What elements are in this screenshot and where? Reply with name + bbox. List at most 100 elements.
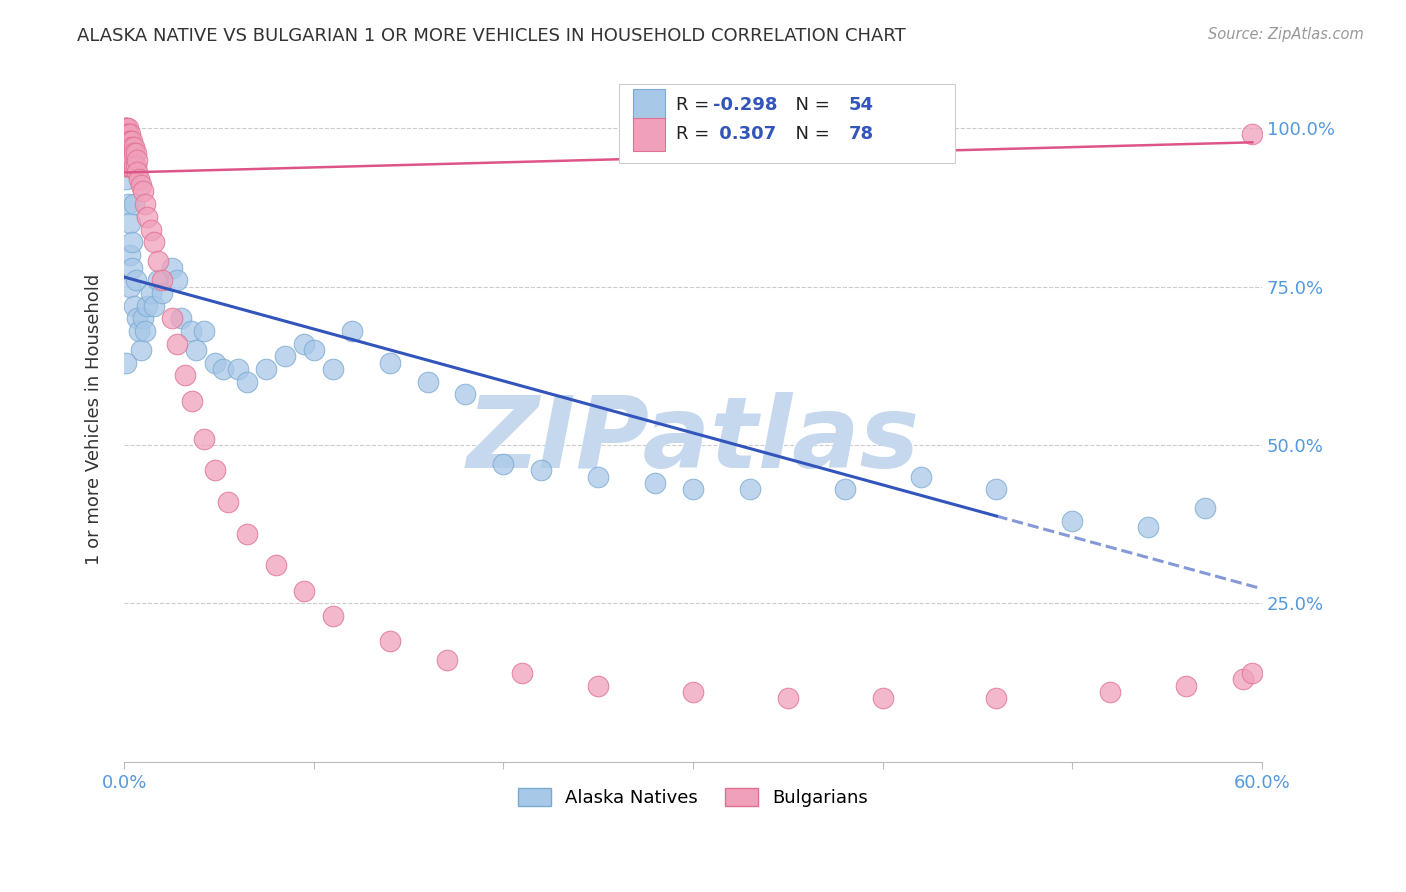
Point	[117, 140, 139, 154]
Point	[160, 260, 183, 275]
FancyBboxPatch shape	[633, 89, 665, 122]
Point	[274, 349, 297, 363]
Point	[378, 355, 401, 369]
Point	[124, 146, 146, 161]
Point	[122, 197, 145, 211]
Point	[872, 691, 894, 706]
Point	[776, 691, 799, 706]
Point	[134, 324, 156, 338]
Point	[1194, 501, 1216, 516]
Point	[322, 362, 344, 376]
Point	[292, 336, 315, 351]
Point	[121, 260, 143, 275]
Point	[115, 153, 138, 167]
Point	[150, 285, 173, 300]
Point	[115, 146, 138, 161]
Point	[117, 146, 139, 161]
Text: 0.307: 0.307	[713, 125, 776, 144]
FancyBboxPatch shape	[619, 84, 955, 163]
Point	[122, 299, 145, 313]
Point	[226, 362, 249, 376]
Point	[135, 210, 157, 224]
Point	[586, 469, 609, 483]
Point	[115, 355, 138, 369]
Point	[148, 254, 170, 268]
Point	[117, 159, 139, 173]
Point	[115, 171, 138, 186]
Point	[115, 140, 138, 154]
Point	[160, 311, 183, 326]
Point	[115, 146, 138, 161]
Point	[124, 273, 146, 287]
Point	[139, 222, 162, 236]
Point	[132, 311, 155, 326]
Point	[122, 140, 145, 154]
Point	[122, 146, 145, 161]
Point	[128, 324, 150, 338]
Point	[416, 375, 439, 389]
Point	[986, 691, 1008, 706]
Point	[115, 159, 138, 173]
Point	[204, 355, 226, 369]
Point	[179, 324, 201, 338]
Text: R =: R =	[676, 96, 714, 114]
Point	[121, 235, 143, 250]
Point	[115, 121, 138, 136]
Point	[118, 146, 141, 161]
Point	[302, 343, 325, 357]
Point	[117, 140, 139, 154]
Point	[170, 311, 193, 326]
Point	[115, 128, 138, 142]
Point	[1099, 685, 1122, 699]
Point	[129, 178, 152, 193]
Point	[378, 634, 401, 648]
Point	[166, 273, 188, 287]
Point	[128, 171, 150, 186]
Point	[1062, 514, 1084, 528]
Point	[910, 469, 932, 483]
Point	[129, 343, 152, 357]
Point	[254, 362, 277, 376]
Point	[211, 362, 233, 376]
Point	[118, 159, 141, 173]
Point	[512, 666, 534, 681]
Point	[121, 140, 143, 154]
Point	[292, 583, 315, 598]
Point	[682, 483, 704, 497]
Point	[150, 273, 173, 287]
Point	[115, 121, 138, 136]
Point	[115, 128, 138, 142]
Point	[1241, 666, 1264, 681]
Point	[264, 558, 287, 573]
Point	[236, 526, 259, 541]
Point	[530, 463, 553, 477]
Y-axis label: 1 or more Vehicles in Household: 1 or more Vehicles in Household	[86, 274, 103, 566]
Point	[217, 495, 239, 509]
Text: 78: 78	[849, 125, 875, 144]
Point	[186, 343, 208, 357]
Point	[124, 159, 146, 173]
Point	[127, 311, 149, 326]
Point	[193, 324, 215, 338]
Point	[134, 197, 156, 211]
Point	[118, 134, 141, 148]
Legend: Alaska Natives, Bulgarians: Alaska Natives, Bulgarians	[510, 781, 875, 814]
Point	[204, 463, 226, 477]
Point	[132, 185, 155, 199]
Text: Source: ZipAtlas.com: Source: ZipAtlas.com	[1208, 27, 1364, 42]
Point	[193, 432, 215, 446]
Point	[1175, 679, 1198, 693]
Point	[115, 121, 138, 136]
Point	[118, 248, 141, 262]
Text: 54: 54	[849, 96, 875, 114]
Point	[986, 483, 1008, 497]
Point	[122, 159, 145, 173]
Point	[115, 134, 138, 148]
Text: ALASKA NATIVE VS BULGARIAN 1 OR MORE VEHICLES IN HOUSEHOLD CORRELATION CHART: ALASKA NATIVE VS BULGARIAN 1 OR MORE VEH…	[77, 27, 905, 45]
Point	[436, 653, 458, 667]
Point	[118, 216, 141, 230]
Point	[115, 140, 138, 154]
Point	[117, 128, 139, 142]
Point	[148, 273, 170, 287]
Point	[117, 197, 139, 211]
